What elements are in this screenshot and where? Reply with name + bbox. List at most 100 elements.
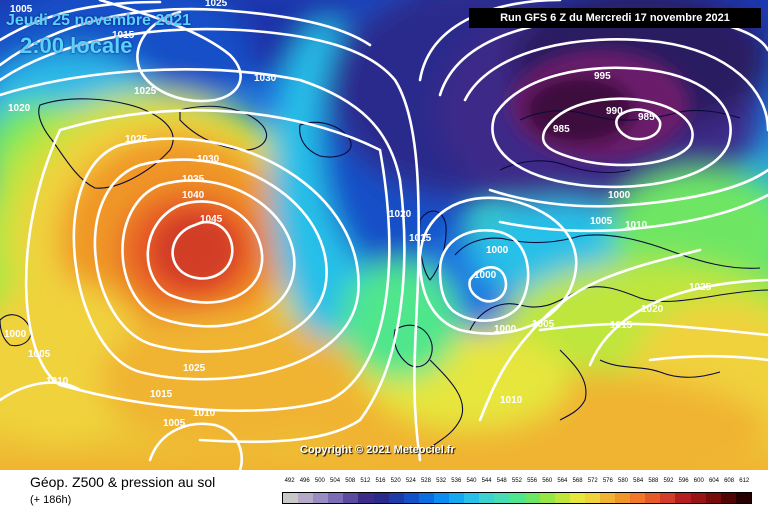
legend-label: 604 — [708, 478, 719, 484]
pressure-label: 1045 — [200, 214, 223, 225]
legend-label: 576 — [602, 478, 613, 484]
legend-swatch — [418, 493, 434, 503]
pressure-label: 1035 — [182, 174, 205, 185]
pressure-label: 1010 — [500, 395, 523, 406]
legend-label: 516 — [375, 478, 386, 484]
forecast-time: 2:00 locale — [20, 33, 133, 58]
legend-swatch — [298, 493, 314, 503]
copyright-text: Copyright © 2021 Meteociel.fr — [300, 444, 455, 456]
legend-swatch — [388, 493, 404, 503]
legend-swatch — [464, 493, 480, 503]
pressure-label: 1005 — [590, 216, 613, 227]
legend-swatch — [373, 493, 389, 503]
pressure-label: 1000 — [486, 245, 509, 256]
legend-swatch — [675, 493, 691, 503]
legend-label: 608 — [724, 478, 735, 484]
legend-label: 556 — [527, 478, 538, 484]
legend-swatch — [509, 493, 525, 503]
legend-swatch — [343, 493, 359, 503]
legend-label: 592 — [663, 478, 674, 484]
legend-label: 504 — [330, 478, 341, 484]
legend-label: 508 — [345, 478, 356, 484]
pressure-label: 985 — [553, 124, 570, 135]
legend-swatch — [433, 493, 450, 503]
pressure-label: 1015 — [112, 30, 135, 41]
weather-map: 1005 1025 1015 1030 1020 1025 1025 1030 … — [0, 0, 768, 470]
legend-label: 548 — [496, 478, 507, 484]
legend-swatch — [403, 493, 419, 503]
chart-title: Géop. Z500 & pression au sol — [30, 474, 216, 490]
pressure-label: 1030 — [197, 154, 220, 165]
pressure-label: 985 — [638, 112, 655, 123]
pressure-label: 1010 — [193, 408, 216, 419]
legend-swatch — [358, 493, 374, 503]
legend-swatch — [283, 493, 299, 503]
color-scale-legend: 492 496 500 504 508 512 516 520 524 528 532 536 540 5… — [282, 478, 752, 504]
pressure-label: 1010 — [625, 220, 648, 231]
legend-swatch — [524, 493, 540, 503]
pressure-label: 1000 — [4, 329, 27, 340]
legend-label: 540 — [466, 478, 477, 484]
pressure-labels: 1005 1025 1015 1030 1020 1025 1025 1030 … — [4, 0, 712, 429]
legend-swatch — [313, 493, 329, 503]
legend-label: 512 — [360, 478, 371, 484]
pressure-label: 1015 — [150, 389, 173, 400]
legend-swatch — [554, 493, 570, 503]
pressure-label: 1000 — [494, 324, 517, 335]
pressure-label: 1000 — [608, 190, 631, 201]
legend-label: 584 — [633, 478, 644, 484]
map-footer: Géop. Z500 & pression au sol (+ 186h) 49… — [0, 470, 768, 512]
legend-label: 560 — [542, 478, 553, 484]
legend-label: 500 — [314, 478, 325, 484]
legend-label: 588 — [648, 478, 659, 484]
legend-swatch — [615, 493, 631, 503]
run-info-banner: Run GFS 6 Z du Mercredi 17 novembre 2021 — [469, 8, 761, 28]
isobars — [0, 0, 768, 470]
legend-swatch — [569, 493, 585, 503]
pressure-label: 995 — [594, 71, 611, 82]
legend-swatch — [660, 493, 676, 503]
pressure-label: 1025 — [205, 0, 228, 9]
pressure-label: 1025 — [689, 282, 712, 293]
legend-label: 580 — [618, 478, 629, 484]
legend-swatch — [735, 493, 751, 503]
legend-swatch — [630, 493, 646, 503]
legend-swatch — [645, 493, 661, 503]
pressure-label: 1015 — [409, 233, 432, 244]
legend-swatch — [494, 493, 510, 503]
legend-label: 532 — [436, 478, 447, 484]
coastlines — [0, 98, 768, 449]
pressure-label: 1005 — [10, 4, 33, 15]
legend-swatch — [539, 493, 555, 503]
legend-swatch — [599, 493, 616, 503]
legend-label: 564 — [557, 478, 568, 484]
pressure-label: 1020 — [641, 304, 664, 315]
legend-label: 520 — [390, 478, 401, 484]
legend-label: 572 — [587, 478, 598, 484]
legend-label: 596 — [678, 478, 689, 484]
legend-label: 528 — [420, 478, 431, 484]
pressure-label: 1025 — [125, 134, 148, 145]
legend-label: 544 — [481, 478, 492, 484]
pressure-label: 1020 — [389, 209, 412, 220]
pressure-label: 1040 — [182, 190, 205, 201]
legend-swatch — [720, 493, 736, 503]
pressure-label: 1000 — [474, 270, 497, 281]
legend-label: 492 — [284, 478, 295, 484]
pressure-label: 1005 — [28, 349, 51, 360]
legend-swatch — [449, 493, 465, 503]
legend-label: 600 — [693, 478, 704, 484]
pressure-label: 1005 — [532, 319, 555, 330]
legend-swatch — [705, 493, 721, 503]
pressure-label: 1030 — [254, 73, 277, 84]
pressure-label: 1025 — [183, 363, 206, 374]
legend-swatch — [584, 493, 600, 503]
pressure-label: 1010 — [46, 376, 69, 387]
forecast-date: Jeudi 25 novembre 2021 — [6, 12, 191, 29]
legend-swatch — [328, 493, 344, 503]
legend-label: 568 — [572, 478, 583, 484]
forecast-lead-time: (+ 186h) — [30, 494, 72, 506]
legend-swatch — [479, 493, 495, 503]
legend-label: 496 — [299, 478, 310, 484]
pressure-label: 1020 — [8, 103, 31, 114]
